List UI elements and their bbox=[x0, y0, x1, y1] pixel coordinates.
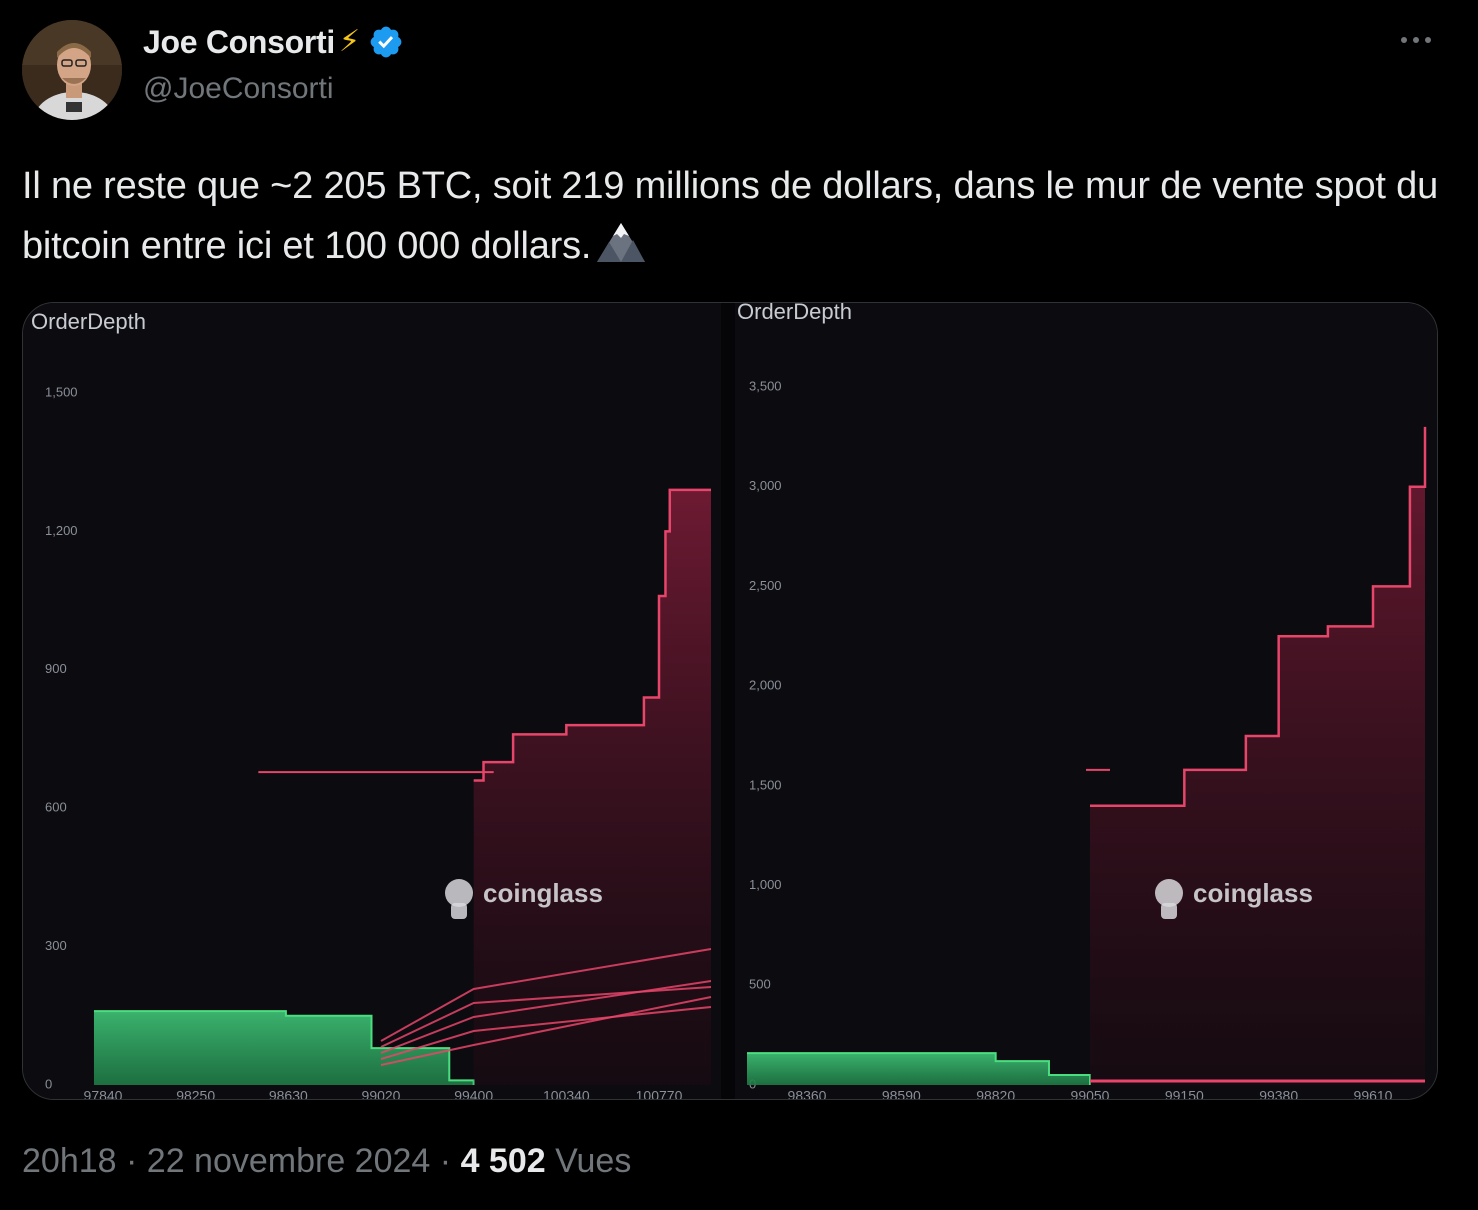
x-tick-label: 98250 bbox=[176, 1088, 215, 1099]
tweet-text: Il ne reste que ~2 205 BTC, soit 219 mil… bbox=[22, 156, 1442, 276]
x-tick-label: 98630 bbox=[269, 1088, 308, 1099]
separator: · bbox=[439, 1142, 452, 1180]
mountain-icon bbox=[597, 223, 646, 262]
chart-divider bbox=[721, 303, 735, 1099]
views-count: 4 502 bbox=[460, 1142, 546, 1180]
lightning-emoji: ⚡ bbox=[338, 25, 361, 58]
y-tick-label: 2,500 bbox=[749, 578, 782, 593]
coinglass-logo-icon bbox=[1161, 903, 1177, 919]
separator: · bbox=[126, 1142, 138, 1180]
more-dot-icon bbox=[1413, 37, 1419, 43]
coinglass-logo-icon bbox=[445, 879, 473, 907]
coinglass-watermark: coinglass bbox=[445, 878, 603, 919]
views-label: Vues bbox=[555, 1142, 632, 1180]
author-handle[interactable]: @JoeConsorti bbox=[143, 72, 334, 105]
bid-depth-area bbox=[93, 1011, 474, 1085]
bid-depth-line bbox=[93, 1010, 475, 1085]
x-tick-label: 99020 bbox=[362, 1088, 401, 1099]
verified-badge-icon[interactable] bbox=[368, 24, 404, 60]
tweet-body: Il ne reste que ~2 205 BTC, soit 219 mil… bbox=[22, 165, 1439, 267]
chart-title: OrderDepth bbox=[31, 309, 146, 334]
x-tick-label: 99050 bbox=[1071, 1088, 1110, 1099]
coinglass-logo-icon bbox=[451, 903, 467, 919]
watermark-text: coinglass bbox=[483, 878, 603, 908]
watermark-text: coinglass bbox=[1193, 878, 1313, 908]
y-tick-label: 1,000 bbox=[749, 877, 782, 892]
x-tick-label: 100770 bbox=[636, 1088, 683, 1099]
y-tick-label: 900 bbox=[45, 661, 67, 676]
more-dot-icon bbox=[1425, 37, 1431, 43]
chart-title: OrderDepth bbox=[737, 303, 852, 324]
avatar-photo bbox=[22, 20, 122, 120]
y-tick-label: 600 bbox=[45, 800, 67, 815]
x-tick-label: 99400 bbox=[454, 1088, 493, 1099]
ask-depth-line bbox=[473, 488, 711, 782]
more-dot-icon bbox=[1401, 37, 1407, 43]
coinglass-logo-icon bbox=[1155, 879, 1183, 907]
avatar[interactable] bbox=[22, 20, 122, 120]
x-tick-label: 97840 bbox=[84, 1088, 123, 1099]
y-tick-label: 1,200 bbox=[45, 523, 78, 538]
ask-depth-layer-line bbox=[380, 1006, 712, 1060]
author-row: Joe Consorti ⚡ bbox=[143, 20, 404, 64]
ask-depth-layer-line bbox=[380, 996, 712, 1066]
x-tick-label: 98590 bbox=[882, 1088, 921, 1099]
y-tick-label: 500 bbox=[749, 977, 771, 992]
tweet-metadata: 20h18 · 22 novembre 2024 · 4 502 Vues bbox=[22, 1142, 631, 1181]
y-tick-label: 300 bbox=[45, 938, 67, 953]
y-tick-label: 3,000 bbox=[749, 478, 782, 493]
tweet-time[interactable]: 20h18 bbox=[22, 1142, 117, 1180]
order-depth-charts: OrderDepth 1,500 1,200 900 600 300 0 97840 98250… bbox=[23, 303, 1437, 1099]
x-tick-label: 99150 bbox=[1165, 1088, 1204, 1099]
tweet-media[interactable]: OrderDepth 1,500 1,200 900 600 300 0 97840 98250… bbox=[22, 302, 1438, 1100]
y-tick-label: 1,500 bbox=[45, 384, 78, 399]
y-tick-label: 2,000 bbox=[749, 678, 782, 693]
y-tick-label: 3,500 bbox=[749, 378, 782, 393]
more-options-button[interactable] bbox=[1394, 28, 1438, 52]
order-depth-chart-1: OrderDepth 1,500 1,200 900 600 300 0 97840 98250… bbox=[31, 309, 712, 1099]
ask-depth-line bbox=[1090, 426, 1427, 808]
tweet-date[interactable]: 22 novembre 2024 bbox=[146, 1142, 431, 1180]
x-tick-label: 99380 bbox=[1259, 1088, 1298, 1099]
x-tick-label: 98360 bbox=[788, 1088, 827, 1099]
ask-depth-layer-line bbox=[380, 948, 712, 1042]
ask-depth-area bbox=[473, 489, 711, 1085]
y-tick-label: 1,500 bbox=[749, 777, 782, 792]
author-name[interactable]: Joe Consorti bbox=[143, 23, 335, 60]
ask-depth-area bbox=[1090, 426, 1425, 1085]
order-depth-chart-2: OrderDepth 3,500 3,000 2,500 2,000 1,500 1,000… bbox=[737, 303, 1427, 1099]
x-tick-label: 99610 bbox=[1354, 1088, 1393, 1099]
x-tick-label: 100340 bbox=[543, 1088, 590, 1099]
y-tick-label: 0 bbox=[45, 1076, 52, 1091]
ask-depth-layer-line bbox=[380, 986, 712, 1048]
x-tick-label: 98820 bbox=[976, 1088, 1015, 1099]
coinglass-watermark: coinglass bbox=[1155, 878, 1313, 919]
